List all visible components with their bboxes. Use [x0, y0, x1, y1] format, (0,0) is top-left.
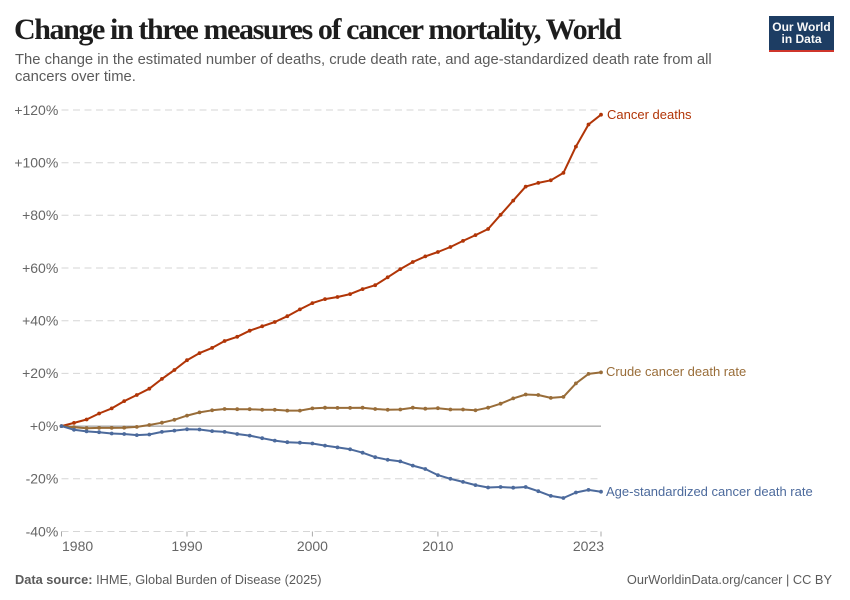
svg-text:Age-standardized cancer death: Age-standardized cancer death rate — [606, 484, 813, 499]
svg-text:2023: 2023 — [573, 538, 604, 554]
svg-text:+120%: +120% — [14, 102, 58, 118]
svg-text:+40%: +40% — [22, 313, 58, 329]
svg-text:+60%: +60% — [22, 260, 58, 276]
svg-text:Cancer deaths: Cancer deaths — [607, 107, 692, 122]
svg-text:1990: 1990 — [171, 538, 202, 554]
svg-text:+20%: +20% — [22, 365, 58, 381]
svg-text:+0%: +0% — [30, 418, 58, 434]
svg-text:2010: 2010 — [422, 538, 453, 554]
svg-text:+80%: +80% — [22, 207, 58, 223]
svg-text:Crude cancer death rate: Crude cancer death rate — [606, 364, 746, 379]
svg-text:1980: 1980 — [62, 538, 93, 554]
svg-text:+100%: +100% — [14, 155, 58, 171]
svg-text:-40%: -40% — [26, 523, 59, 539]
svg-text:2000: 2000 — [297, 538, 328, 554]
svg-text:-20%: -20% — [26, 471, 59, 487]
